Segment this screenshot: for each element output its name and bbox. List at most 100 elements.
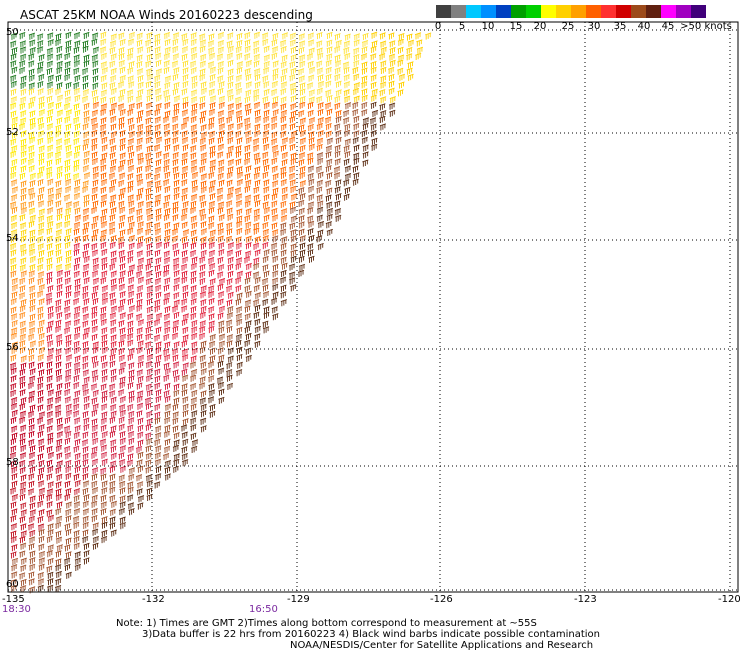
wind-barb xyxy=(10,551,17,559)
wind-barb xyxy=(117,103,125,111)
wind-barb xyxy=(100,178,108,186)
wind-barb xyxy=(101,458,108,466)
wind-barb xyxy=(164,466,171,474)
wind-barb xyxy=(74,123,81,131)
wind-barb xyxy=(181,130,188,138)
wind-barb xyxy=(136,208,143,216)
wind-barb xyxy=(236,326,243,335)
wind-barb xyxy=(28,347,35,355)
wind-barb xyxy=(180,305,188,313)
wind-barb xyxy=(343,66,350,75)
wind-barb xyxy=(227,103,235,111)
wind-barb xyxy=(100,318,107,326)
wind-barb xyxy=(91,222,98,230)
wind-barb xyxy=(145,341,152,349)
wind-barb xyxy=(128,369,135,377)
wind-barb xyxy=(38,96,45,104)
wind-barb xyxy=(118,200,125,208)
wind-barb xyxy=(236,166,243,174)
wind-barb xyxy=(64,89,71,97)
wind-barb xyxy=(110,123,117,131)
wind-barb xyxy=(272,109,279,117)
wind-barb xyxy=(280,61,287,69)
wind-barb xyxy=(101,297,109,305)
wind-barb xyxy=(101,361,108,369)
wind-barb xyxy=(65,361,72,369)
wind-barb xyxy=(307,243,314,251)
wind-barb xyxy=(83,327,91,335)
wind-barb xyxy=(128,242,135,250)
wind-barb xyxy=(272,270,279,278)
wind-barb xyxy=(334,33,341,41)
wind-barb xyxy=(137,431,144,439)
wind-barb xyxy=(91,508,98,516)
wind-barb xyxy=(127,284,134,292)
wind-barb xyxy=(100,215,107,223)
wind-barb xyxy=(155,465,162,474)
wind-barb xyxy=(38,487,46,495)
wind-barb xyxy=(137,109,144,118)
wind-barb xyxy=(216,53,224,61)
wind-barb xyxy=(145,383,152,391)
wind-barb xyxy=(217,283,224,291)
wind-barb xyxy=(37,376,44,384)
wind-barb xyxy=(218,388,225,396)
wind-barb xyxy=(200,152,208,160)
wind-barb xyxy=(119,214,126,222)
wind-barb xyxy=(226,151,233,159)
wind-barb xyxy=(146,213,154,222)
wind-barb xyxy=(154,264,161,272)
wind-barb xyxy=(253,101,261,109)
wind-barb xyxy=(74,425,81,433)
wind-barb xyxy=(307,172,314,181)
wind-barb xyxy=(416,46,424,54)
wind-barb xyxy=(27,158,35,166)
wind-barb xyxy=(29,39,36,47)
wind-barb xyxy=(245,320,252,328)
wind-barb xyxy=(200,298,207,307)
wind-barb xyxy=(280,222,287,230)
wind-barb xyxy=(171,60,179,68)
wind-barb xyxy=(379,115,386,124)
wind-barb xyxy=(19,312,26,320)
wind-barb xyxy=(270,138,278,146)
wind-barb xyxy=(289,123,296,131)
wind-barb xyxy=(288,136,296,144)
wind-barb xyxy=(154,81,161,89)
wind-barb xyxy=(11,186,19,194)
wind-barb xyxy=(11,466,18,474)
wind-barb xyxy=(298,263,306,271)
wind-barb xyxy=(172,425,179,433)
wind-barb xyxy=(217,67,224,75)
wind-barb xyxy=(262,136,269,144)
wind-barb xyxy=(307,185,315,193)
wind-barb xyxy=(298,46,305,54)
wind-barb xyxy=(191,171,199,180)
wind-barb xyxy=(235,82,242,90)
wind-barb xyxy=(145,402,152,410)
wind-barb xyxy=(38,122,45,130)
wind-barb xyxy=(290,284,297,292)
wind-barb xyxy=(244,32,251,40)
wind-barb xyxy=(55,410,62,418)
wind-barb xyxy=(128,417,135,425)
wind-barb xyxy=(218,340,226,348)
wind-barb xyxy=(299,96,306,104)
wind-barb xyxy=(127,194,134,202)
wind-barb xyxy=(263,186,270,194)
wind-barb xyxy=(173,292,180,300)
wind-barb xyxy=(37,389,44,397)
wind-barb xyxy=(47,305,54,313)
wind-barb xyxy=(181,368,188,376)
wind-barb xyxy=(290,215,298,223)
wind-barb xyxy=(11,327,18,335)
wind-barb xyxy=(191,256,198,264)
wind-barb xyxy=(28,60,35,68)
wind-barb xyxy=(279,228,287,236)
wind-barb xyxy=(136,178,144,187)
wind-barb xyxy=(279,39,287,47)
wind-barb xyxy=(82,347,89,355)
wind-barb xyxy=(110,298,117,306)
wind-barb xyxy=(308,193,315,201)
wind-barb xyxy=(352,66,359,75)
